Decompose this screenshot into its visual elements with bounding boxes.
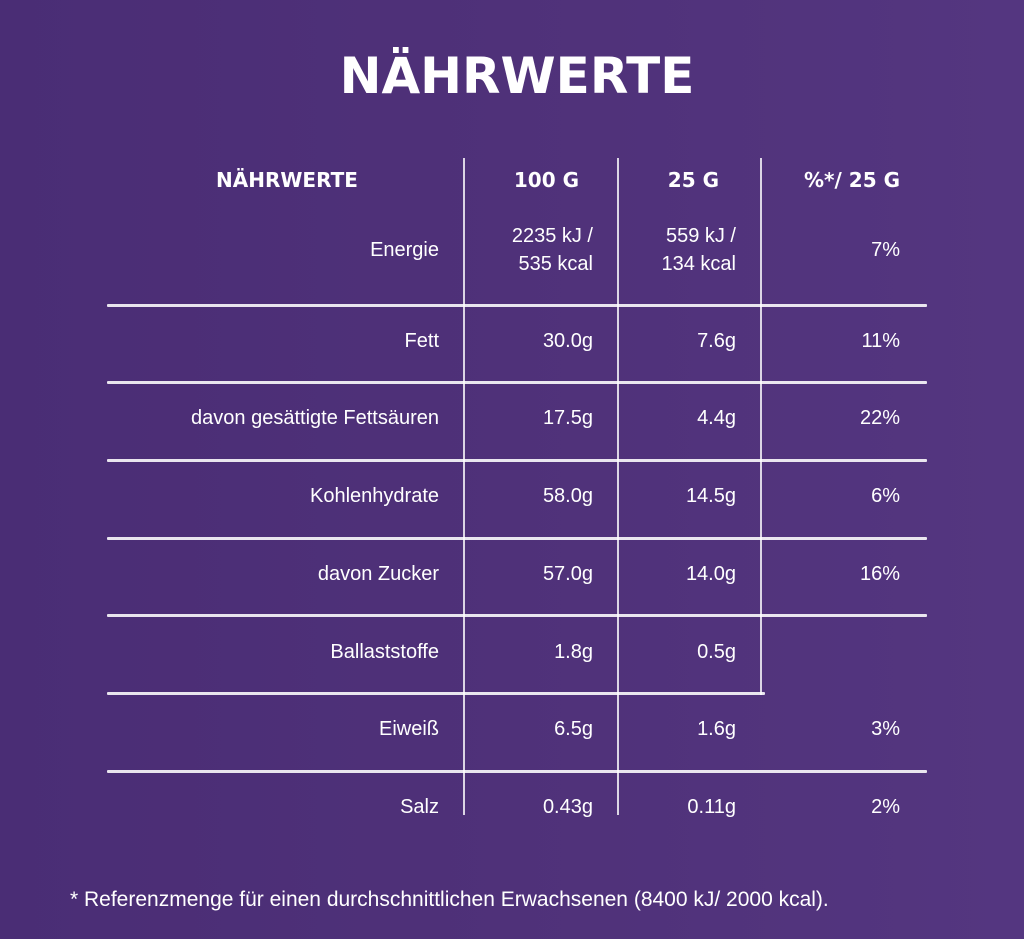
- value-percent: 2%: [871, 796, 900, 818]
- value-per-25g: 0.11g: [687, 796, 736, 818]
- nutrient-label: Kohlenhydrate: [310, 485, 439, 507]
- value-per-25g: 4.4g: [697, 407, 736, 429]
- row-divider: [107, 692, 765, 695]
- nutrient-label: davon gesättigte Fettsäuren: [191, 407, 439, 429]
- nutrient-label: Eiweiß: [378, 718, 439, 740]
- value-per-25g: 7.6g: [697, 330, 736, 352]
- header-nutrient: NÄHRWERTE: [216, 168, 358, 192]
- value-percent: 11%: [861, 330, 900, 352]
- value-per-25g: 134 kcal: [661, 253, 737, 275]
- nutrient-label: Ballaststoffe: [330, 641, 439, 663]
- value-per-25g: 559 kJ /: [665, 225, 736, 247]
- value-per-25g: 0.5g: [697, 641, 736, 663]
- row-divider: [107, 304, 927, 307]
- header-per-25g: 25 G: [667, 168, 719, 192]
- header-per-100g: 100 G: [513, 168, 579, 192]
- value-percent: 16%: [859, 563, 900, 585]
- column-divider: [617, 158, 619, 815]
- value-per-100g: 0.43g: [542, 796, 593, 818]
- value-per-100g: 1.8g: [554, 641, 593, 663]
- column-divider: [463, 158, 465, 815]
- row-divider: [107, 537, 927, 540]
- value-percent: 6%: [871, 485, 900, 507]
- value-percent: 22%: [859, 407, 900, 429]
- row-divider: [107, 614, 927, 617]
- value-per-100g: 17.5g: [542, 407, 593, 429]
- value-per-100g: 57.0g: [542, 563, 593, 585]
- value-per-100g: 30.0g: [542, 330, 593, 352]
- value-per-100g: 535 kcal: [518, 253, 594, 275]
- column-divider: [760, 158, 762, 695]
- nutrient-label: davon Zucker: [317, 563, 439, 585]
- value-percent: 7%: [871, 239, 900, 261]
- nutrient-label: Salz: [400, 796, 439, 818]
- value-per-25g: 14.5g: [685, 485, 736, 507]
- row-divider: [107, 381, 927, 384]
- row-divider: [107, 459, 927, 462]
- value-per-25g: 1.6g: [697, 718, 736, 740]
- value-per-100g: 58.0g: [542, 485, 593, 507]
- page-title: NÄHRWERTE: [339, 47, 695, 105]
- value-per-100g: 2235 kJ /: [511, 225, 593, 247]
- row-divider: [107, 770, 927, 773]
- value-per-25g: 14.0g: [685, 563, 736, 585]
- value-percent: 3%: [871, 718, 900, 740]
- header-percent-25g: %*/ 25 G: [804, 168, 900, 192]
- value-per-100g: 6.5g: [554, 718, 593, 740]
- nutrient-label: Fett: [404, 330, 439, 352]
- nutrient-label: Energie: [370, 239, 439, 261]
- footnote: * Referenzmenge für einen durchschnittli…: [70, 888, 829, 911]
